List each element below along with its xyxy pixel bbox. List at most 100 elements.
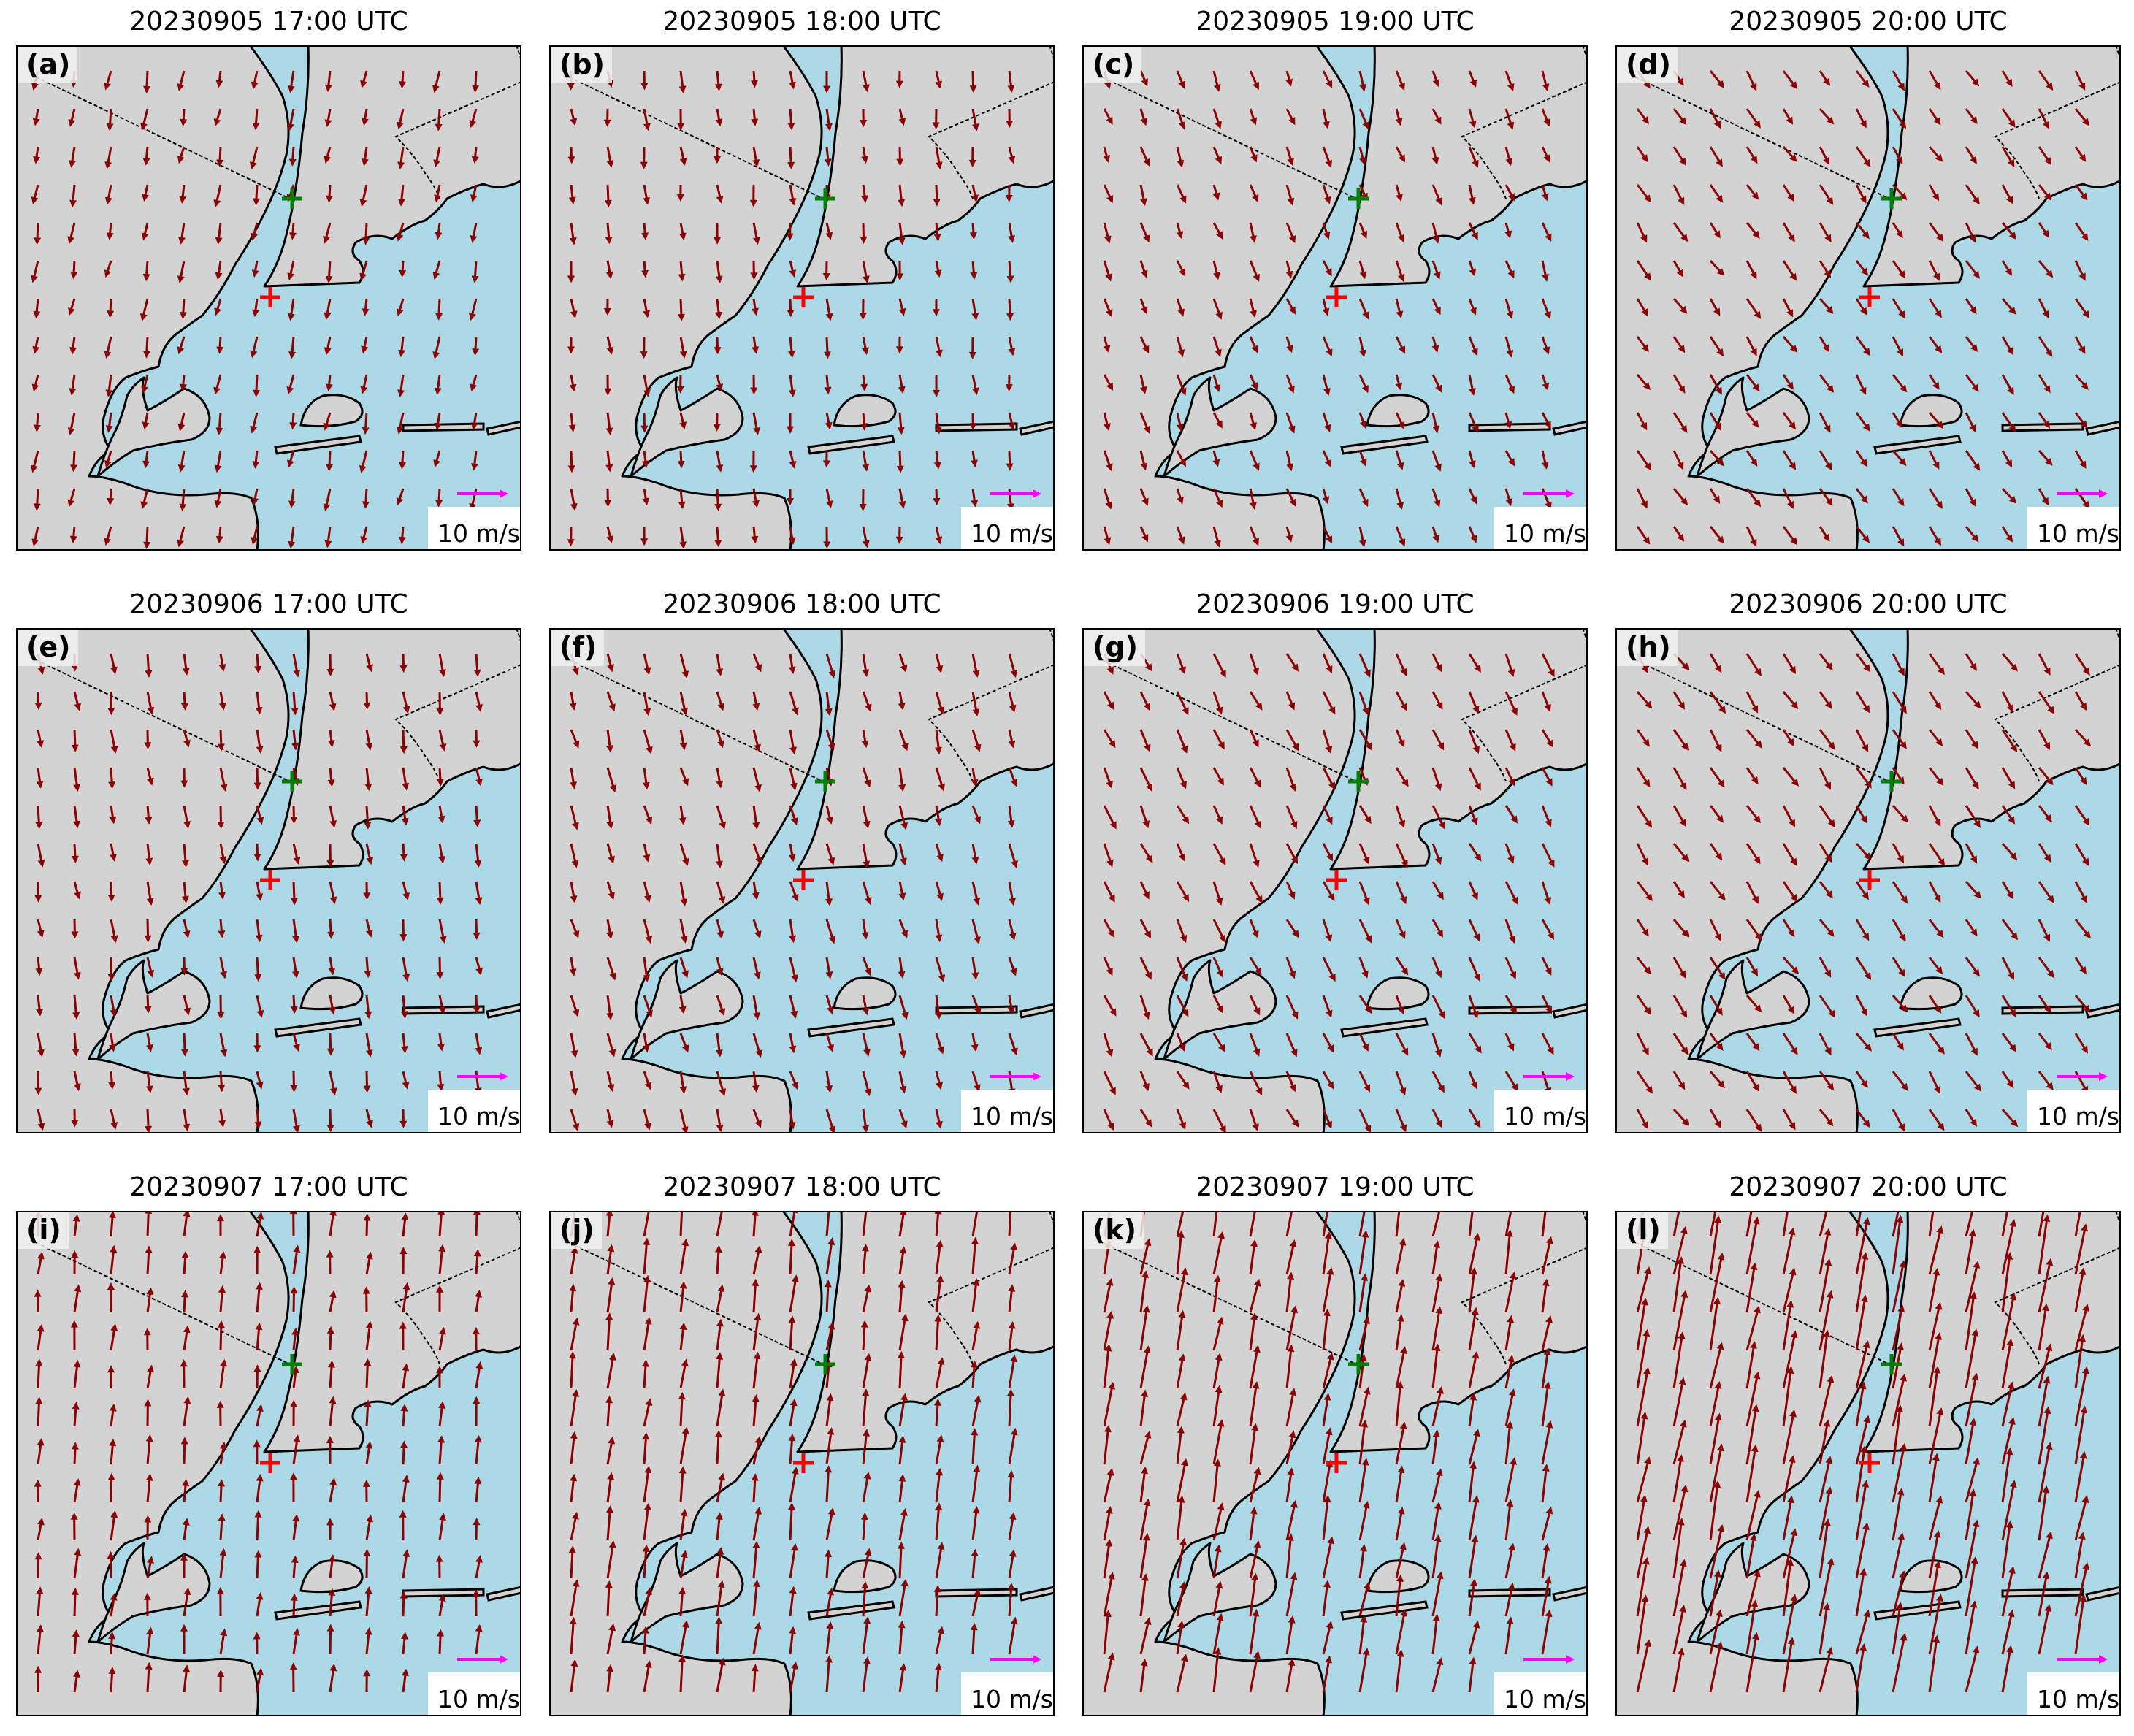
wind-arrow-shaft (1285, 1537, 1292, 1579)
wind-arrow-head (1896, 1602, 1904, 1610)
wind-arrow-head (109, 816, 117, 825)
wind-arrow-head (438, 856, 445, 864)
wind-arrow-head (326, 860, 334, 868)
wind-arrow-head (145, 1085, 153, 1093)
wind-arrow-head (1900, 1373, 1907, 1382)
wind-arrow-head (1545, 819, 1552, 827)
wind-arrow-shaft (402, 995, 406, 1014)
wind-arrow-shaft (1285, 1276, 1292, 1313)
wind-arrow-head (754, 1120, 762, 1128)
wind-arrow-head (1106, 1310, 1114, 1319)
wind-arrow-head (1640, 422, 1648, 431)
wind-arrow-head (1215, 1385, 1223, 1393)
wind-arrow-head (1144, 1238, 1152, 1247)
wind-arrow-head (1862, 1120, 1870, 1128)
wind-arrow-head (825, 708, 833, 716)
wind-arrow-head (1789, 665, 1797, 674)
wind-arrow-shaft (37, 1591, 42, 1617)
wind-arrow-head (682, 858, 689, 866)
wind-arrow-head (1714, 1215, 1721, 1223)
wind-arrow-shaft (1782, 653, 1795, 671)
wind-arrow-head (1472, 424, 1479, 433)
wind-arrow-head (749, 199, 757, 207)
wind-arrow-head (1250, 1312, 1258, 1320)
wind-arrow-head (1364, 669, 1371, 678)
wind-arrow-head (677, 460, 685, 469)
wind-arrow-shaft (292, 691, 297, 711)
wind-arrow-shaft (1431, 1575, 1442, 1617)
wind-arrow-shaft (1819, 767, 1830, 787)
wind-arrow-head (1934, 895, 1941, 903)
wind-arrow-head (1434, 857, 1442, 865)
wind-arrow-head (1826, 306, 1834, 314)
wind-arrow-shaft (2001, 412, 2015, 429)
wind-arrow-head (1140, 462, 1148, 471)
wind-arrow-shaft (679, 919, 686, 940)
wind-arrow-shaft (1892, 1447, 1905, 1503)
wind-arrow-head (1678, 345, 1686, 353)
wind-arrow-head (1182, 816, 1190, 825)
wind-arrow-head (1547, 931, 1554, 940)
wind-arrow-head (1716, 1443, 1724, 1452)
wind-arrow-shaft (1212, 1585, 1221, 1617)
state-border (563, 74, 824, 199)
wind-arrow-head (1715, 852, 1723, 861)
wind-arrow-head (1640, 1494, 1648, 1503)
wind-arrow-head (1896, 156, 1903, 165)
wind-arrow-head (823, 85, 830, 93)
wind-arrow-shaft (1745, 881, 1758, 901)
wind-arrow-head (33, 156, 40, 164)
state-border (394, 1247, 521, 1365)
wind-arrow-shaft (365, 995, 370, 1015)
wind-arrow-shaft (1745, 488, 1759, 505)
wind-arrow-head (139, 313, 148, 321)
wind-arrow-head (435, 500, 443, 508)
wind-arrow-shaft (1928, 1534, 1939, 1579)
wind-arrow-head (1970, 1047, 1978, 1056)
wind-arrow-shaft (1782, 956, 1797, 972)
wind-arrow-head (1142, 820, 1150, 829)
wind-arrow-head (1252, 930, 1259, 938)
wind-arrow-shaft (1709, 1528, 1723, 1579)
wind-arrow-shaft (1395, 881, 1406, 901)
wind-arrow-head (1827, 384, 1835, 393)
wind-arrow-head (2006, 891, 2013, 900)
wind-arrow-head (329, 820, 337, 828)
wind-arrow-shaft (402, 1217, 407, 1237)
wind-arrow-head (2046, 970, 2054, 979)
wind-arrow-head (679, 421, 687, 430)
wind-arrow-head (567, 275, 575, 283)
wind-arrow-shaft (329, 881, 335, 900)
wind-arrow-head (791, 1274, 799, 1282)
wind-arrow-shaft (606, 1212, 611, 1237)
wind-arrow-head (1823, 156, 1830, 165)
wind-arrow-head (1971, 383, 1979, 392)
wind-arrow-head (287, 123, 294, 131)
wind-arrow-head (67, 236, 74, 245)
wind-arrow-shaft (291, 336, 295, 355)
wind-arrow-shaft (1249, 881, 1262, 900)
wind-arrow-head (1642, 382, 1651, 391)
wind-arrow-shaft (2038, 1607, 2050, 1655)
wind-arrow-shaft (1782, 805, 1794, 825)
wind-map (549, 1211, 1055, 1716)
wind-arrow-head (473, 669, 481, 677)
wind-arrow-shaft (1541, 1580, 1550, 1617)
wind-arrow-head (1897, 1342, 1904, 1350)
state-border (1096, 1239, 1357, 1365)
wind-arrow-shaft (1892, 374, 1905, 390)
wind-arrow-head (860, 120, 868, 127)
wind-arrow-head (1434, 463, 1442, 472)
wind-arrow-head (471, 156, 479, 164)
wind-arrow-head (436, 971, 444, 979)
wind-arrow-head (1109, 1008, 1117, 1017)
wind-arrow-shaft (752, 1510, 760, 1541)
wind-arrow-shaft (1855, 1483, 1867, 1541)
wind-arrow-shaft (1855, 336, 1869, 353)
wind-arrow-shaft (1285, 1348, 1293, 1389)
state-border (928, 1247, 1055, 1365)
wind-arrow-head (607, 1472, 615, 1480)
panel-title: 20230906 19:00 UTC (1196, 589, 1475, 619)
wind-arrow-head (678, 1392, 686, 1400)
wind-arrow-shaft (1745, 1309, 1759, 1351)
